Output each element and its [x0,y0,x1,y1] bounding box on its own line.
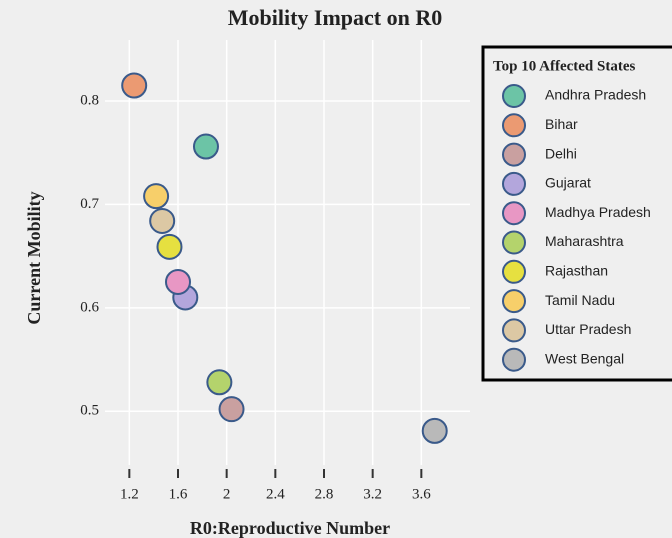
legend-label: Bihar [545,116,578,132]
y-tick-label: 0.6 [80,299,99,315]
legend-label: Delhi [545,145,577,161]
point [206,369,233,396]
y-tick-label: 0.8 [80,92,99,108]
legend-swatch [502,318,526,343]
x-tick-label: 1.6 [169,486,188,502]
x-tick-label: 2.8 [315,486,334,502]
point [218,396,245,423]
legend-label: Tamil Nadu [545,292,615,308]
point [143,183,170,210]
point [421,417,448,444]
y-tick-label: 0.5 [80,403,99,419]
legend-title: Top 10 Affected States [493,58,636,74]
legend-swatch [502,113,526,138]
legend-swatch [502,201,526,226]
x-tick-label: 3.2 [363,486,382,502]
x-tick-label: 1.2 [120,486,139,502]
y-tick-label: 0.7 [80,196,99,212]
legend-label: Rajasthan [545,263,608,279]
legend-swatch [502,84,526,108]
legend-label: West Bengal [545,350,624,366]
x-axis-label: R0:Reproductive Number [190,518,390,538]
legend-swatch [502,259,526,284]
legend-label: Gujarat [545,175,591,191]
chart-title: Mobility Impact on R0 [228,5,443,30]
legend-swatch [502,347,526,372]
y-axis-label: Current Mobility [24,191,44,324]
legend-label: Andhra Pradesh [545,87,646,103]
x-tick-label: 2 [223,486,231,502]
legend-swatch [502,171,526,196]
legend-label: Madhya Pradesh [545,204,651,220]
point [121,72,148,99]
x-tick-label: 2.4 [266,486,285,502]
x-tick-label: 3.6 [412,486,431,502]
legend-label: Uttar Pradesh [545,321,631,337]
legend-swatch [502,230,526,255]
point [192,133,219,160]
point [156,233,183,260]
legend-label: Maharashtra [545,233,624,249]
legend-swatch [502,289,526,314]
point [149,207,176,234]
point [165,268,191,295]
legend-swatch [502,142,526,167]
